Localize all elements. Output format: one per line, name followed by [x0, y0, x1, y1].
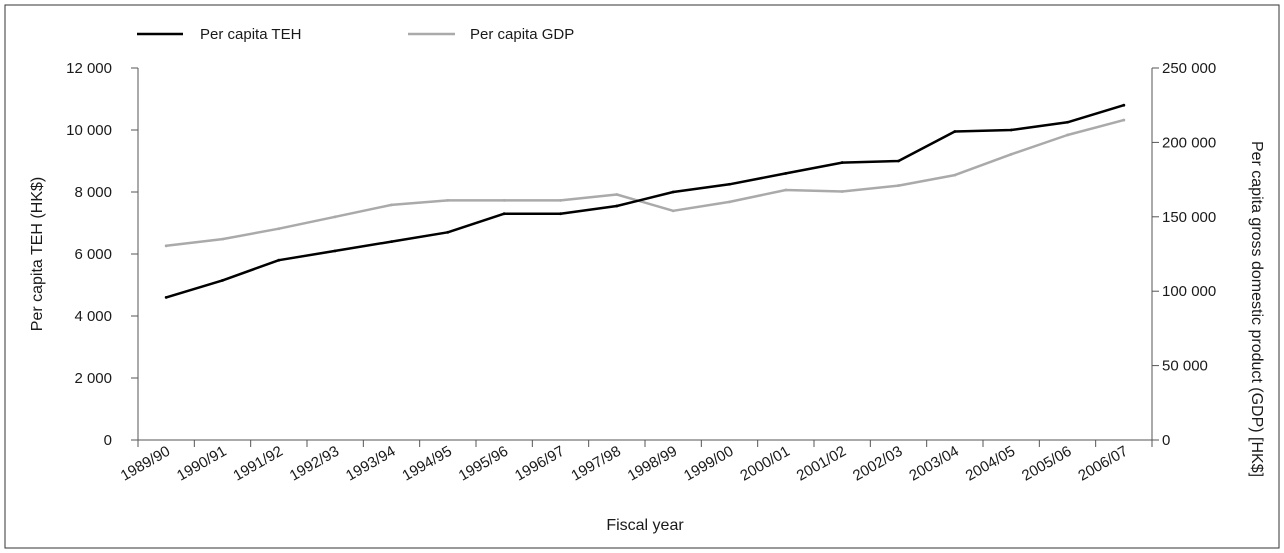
legend: Per capita TEH Per capita GDP [137, 26, 574, 43]
data-point-teh [897, 159, 900, 163]
y-tick-right-label: 100 000 [1162, 283, 1216, 300]
data-point-gdp [1122, 118, 1126, 122]
data-point-teh [446, 230, 450, 234]
data-point-teh [277, 258, 281, 262]
data-point-teh [1009, 128, 1013, 132]
series-lines [165, 104, 1125, 299]
data-point-gdp [390, 203, 393, 207]
y-tick-left-label: 10 000 [66, 122, 112, 139]
x-axis-title: Fiscal year [606, 517, 684, 534]
data-point-gdp [728, 200, 731, 204]
y-tick-right-label: 0 [1162, 432, 1170, 449]
data-point-teh [333, 249, 337, 253]
data-point-teh [221, 278, 224, 282]
data-point-gdp [897, 184, 900, 187]
data-point-gdp [1066, 133, 1069, 137]
y-tick-right-label: 150 000 [1162, 209, 1216, 226]
data-point-gdp [221, 237, 224, 241]
data-point-gdp [502, 199, 506, 202]
y-tick-right-label: 50 000 [1162, 358, 1208, 375]
y-ticks-left: 0 2 000 4 000 6 000 8 000 10 000 12 000 [66, 60, 138, 449]
data-point-teh [728, 182, 731, 186]
legend-label-gdp: Per capita GDP [470, 26, 574, 43]
series-line-gdp [166, 118, 1125, 248]
data-point-gdp [953, 173, 957, 177]
y-tick-left-label: 6 000 [74, 246, 112, 263]
data-point-teh [559, 212, 562, 216]
y-tick-left-label: 2 000 [74, 370, 112, 387]
data-point-teh [1066, 120, 1069, 124]
data-point-teh [840, 161, 844, 164]
y-tick-left-label: 4 000 [74, 308, 112, 325]
data-point-gdp [1009, 152, 1013, 156]
y-ticks-right: 0 50 000 100 000 150 000 200 000 250 000 [1152, 60, 1216, 449]
data-point-gdp [671, 209, 675, 213]
y-tick-left-label: 8 000 [74, 184, 112, 201]
data-point-teh [615, 204, 619, 208]
y-axis-right-title: Per capita gross domestic product (GDP) … [1248, 141, 1265, 477]
data-point-teh [671, 190, 675, 194]
y-tick-right-label: 250 000 [1162, 60, 1216, 77]
series-line-teh [165, 104, 1125, 299]
data-point-teh [953, 130, 957, 133]
data-point-teh [1122, 103, 1126, 107]
data-point-gdp [784, 188, 788, 192]
data-point-gdp [333, 215, 337, 219]
data-point-gdp [277, 227, 281, 231]
series-points [164, 103, 1126, 299]
data-point-teh [784, 172, 788, 175]
data-point-teh [390, 240, 393, 244]
chart-border [4, 4, 1280, 549]
legend-label-teh: Per capita TEH [200, 26, 301, 43]
y-tick-left-label: 12 000 [66, 60, 112, 77]
data-point-gdp [164, 244, 168, 248]
data-point-teh [502, 212, 506, 216]
data-point-teh [164, 296, 168, 299]
data-point-gdp [615, 193, 619, 196]
y-tick-right-label: 200 000 [1162, 134, 1216, 151]
y-tick-left-label: 0 [104, 432, 112, 449]
data-point-gdp [446, 199, 450, 202]
data-point-gdp [559, 199, 562, 202]
y-axis-left-title: Per capita TEH (HK$) [29, 177, 46, 331]
data-point-gdp [840, 190, 844, 193]
